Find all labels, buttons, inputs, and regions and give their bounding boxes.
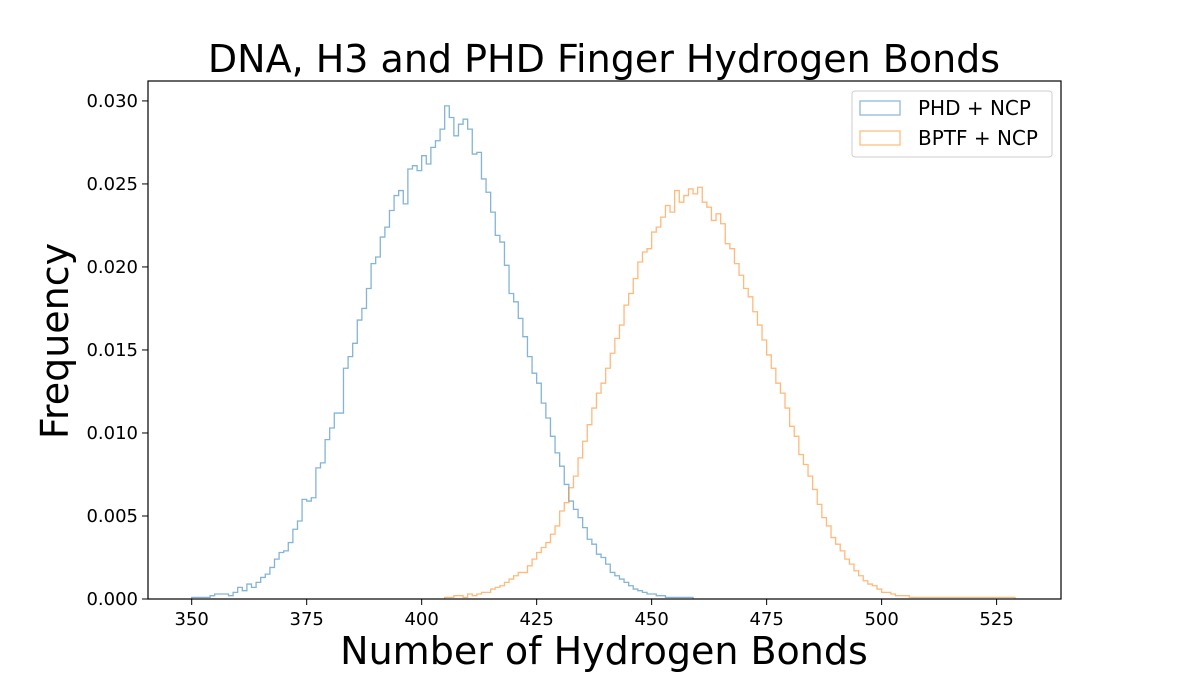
plot-area (147, 80, 1062, 600)
x-tick-label-425: 425 (519, 609, 553, 630)
x-tick-label-400: 400 (404, 609, 438, 630)
y-tick-label-1: 0.005 (86, 506, 138, 527)
legend-label-phd-ncp: PHD + NCP (918, 96, 1031, 120)
series-bptf-ncp (444, 186, 1016, 599)
x-tick-label-475: 475 (749, 609, 783, 630)
y-tick-label-5: 0.025 (86, 174, 138, 195)
series-layer (191, 105, 1016, 599)
y-tick-label-4: 0.020 (86, 257, 138, 278)
x-axis: 350 375 400 425 450 475 500 525 (175, 599, 1014, 630)
legend-frame (851, 90, 1053, 158)
legend-swatch-bptf-ncp (859, 130, 901, 146)
y-tick-label-6: 0.030 (86, 91, 138, 112)
x-tick-label-350: 350 (175, 609, 209, 630)
chart-title: DNA, H3 and PHD Finger Hydrogen Bonds (208, 37, 1000, 81)
x-tick-label-500: 500 (864, 609, 898, 630)
y-axis-label: Frequency (33, 243, 77, 439)
x-tick-label-375: 375 (290, 609, 324, 630)
legend-label-bptf-ncp: BPTF + NCP (918, 126, 1038, 150)
y-axis: 0.000 0.005 0.010 0.015 0.020 0.025 0.030 (86, 91, 148, 610)
legend-swatch-phd-ncp (859, 100, 901, 116)
x-axis-label: Number of Hydrogen Bonds (340, 629, 868, 673)
legend: PHD + NCP BPTF + NCP (851, 90, 1053, 158)
plot-frame (147, 80, 1062, 600)
x-tick-label-450: 450 (634, 609, 668, 630)
y-tick-label-3: 0.015 (86, 340, 138, 361)
series-phd-ncp (191, 105, 694, 599)
y-tick-label-0: 0.000 (86, 589, 138, 610)
y-tick-label-2: 0.010 (86, 423, 138, 444)
x-tick-label-525: 525 (979, 609, 1013, 630)
